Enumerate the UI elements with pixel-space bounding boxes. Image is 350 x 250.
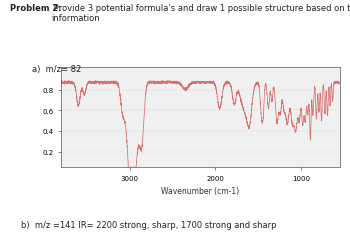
- Text: b)  m/z =141 IR= 2200 strong, sharp, 1700 strong and sharp: b) m/z =141 IR= 2200 strong, sharp, 1700…: [21, 220, 276, 229]
- Text: Problem 2:: Problem 2:: [10, 4, 62, 13]
- Text: Provide 3 potential formula’s and draw 1 possible structure based on the followi: Provide 3 potential formula’s and draw 1…: [51, 4, 350, 23]
- Text: a)  m/z= 82: a) m/z= 82: [32, 65, 81, 74]
- X-axis label: Wavenumber (cm-1): Wavenumber (cm-1): [161, 186, 239, 196]
